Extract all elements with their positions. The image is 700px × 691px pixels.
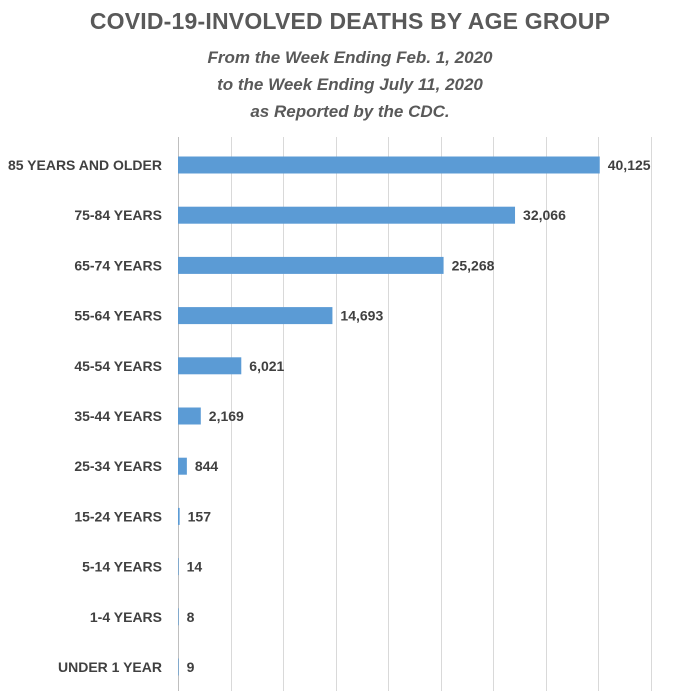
category-label: 1-4 YEARS [90, 609, 162, 625]
bar [178, 457, 187, 475]
data-label: 14 [187, 559, 203, 575]
labels: 85 YEARS AND OLDER 40,125 75-84 YEARS 32,06… [8, 157, 651, 675]
category-label: 35-44 YEARS [74, 408, 162, 424]
category-label: 55-64 YEARS [74, 308, 162, 324]
category-label: 65-74 YEARS [74, 257, 162, 273]
category-label: UNDER 1 YEAR [58, 659, 162, 675]
chart-subtitle-line-2: to the Week Ending July 11, 2020 [217, 75, 483, 94]
bar [178, 658, 179, 676]
category-label: 75-84 YEARS [74, 207, 162, 223]
data-label: 32,066 [523, 207, 566, 223]
data-label: 40,125 [608, 157, 651, 173]
bar [178, 608, 179, 626]
bar [178, 407, 201, 425]
data-label: 8 [187, 609, 195, 625]
data-label: 844 [195, 458, 219, 474]
gridlines [178, 137, 652, 691]
bar [178, 507, 180, 525]
chart-subtitle-line-1: From the Week Ending Feb. 1, 2020 [207, 48, 493, 67]
bar [178, 558, 179, 576]
category-label: 25-34 YEARS [74, 458, 162, 474]
category-label: 15-24 YEARS [74, 508, 162, 524]
chart-subtitle-line-3: as Reported by the CDC. [250, 102, 450, 121]
data-label: 25,268 [452, 257, 495, 273]
data-label: 157 [188, 508, 212, 524]
bars [178, 156, 600, 676]
chart-title: COVID-19-INVOLVED DEATHS BY AGE GROUP [89, 8, 611, 34]
data-label: 2,169 [209, 408, 244, 424]
bar [178, 156, 600, 174]
bar [178, 206, 516, 224]
category-label: 85 YEARS AND OLDER [8, 157, 162, 173]
bar [178, 357, 242, 375]
data-label: 14,693 [340, 308, 383, 324]
bar [178, 307, 333, 325]
category-label: 45-54 YEARS [74, 358, 162, 374]
data-label: 6,021 [249, 358, 284, 374]
category-label: 5-14 YEARS [82, 559, 162, 575]
data-label: 9 [187, 659, 195, 675]
bar [178, 256, 444, 274]
